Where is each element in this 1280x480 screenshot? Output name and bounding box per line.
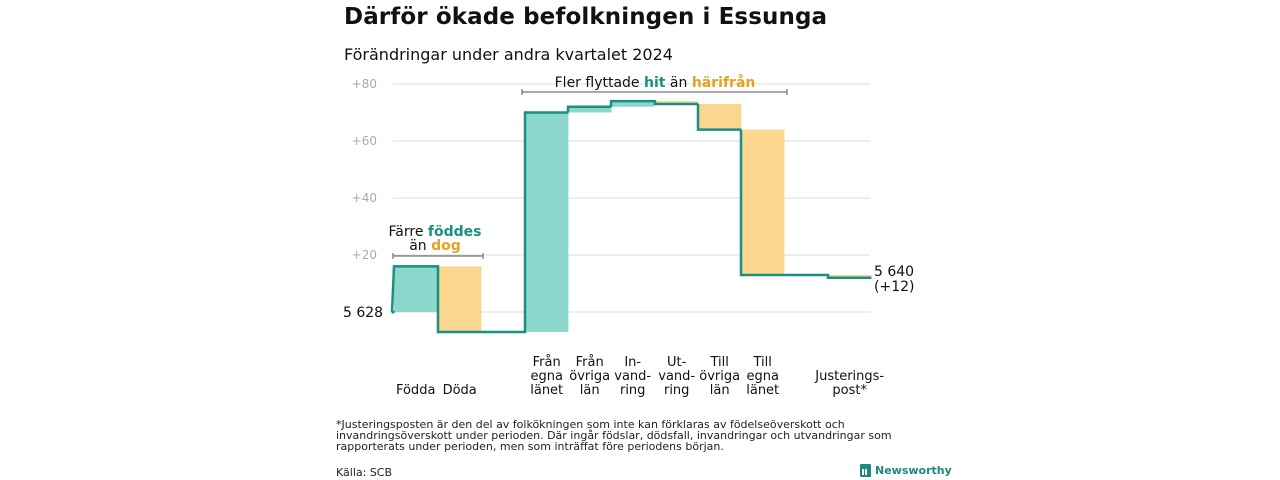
- bar-in-vand-ring: [611, 101, 655, 107]
- category-label: vand-: [614, 369, 651, 384]
- category-label: Till: [753, 355, 772, 370]
- bar-till-egna-länet: [741, 129, 785, 275]
- category-label: ring: [664, 383, 689, 398]
- category-label: egna: [530, 369, 562, 384]
- source-label: Källa: SCB: [336, 466, 393, 479]
- category-label: Till: [710, 355, 729, 370]
- bar-födda: [394, 266, 438, 312]
- category-label: Från: [533, 355, 561, 370]
- y-tick-label: +60: [352, 134, 377, 148]
- category-label: Justerings-: [814, 369, 884, 384]
- y-tick-label: +20: [352, 248, 377, 262]
- chart-subtitle: Förändringar under andra kvartalet 2024: [344, 45, 673, 64]
- category-label: län: [710, 383, 730, 398]
- category-label: län: [580, 383, 600, 398]
- bar-justerings-post-: [828, 274, 872, 278]
- end-change-label: (+12): [874, 279, 914, 295]
- category-label: övriga: [699, 369, 740, 384]
- left-annotation-line1: Färre föddes: [389, 224, 482, 240]
- footnote: *Justeringsposten är den del av folkökni…: [336, 418, 892, 453]
- end-value-label: 5 640: [874, 264, 914, 280]
- category-label: In-: [624, 355, 641, 370]
- start-point: [391, 310, 395, 314]
- brand-logo[interactable]: Newsworthy: [860, 464, 952, 477]
- bar-från-övriga-län: [568, 106, 612, 113]
- y-tick-label: +40: [352, 191, 377, 205]
- category-label: länet: [746, 383, 779, 398]
- cumulative-step-line: [390, 99, 872, 334]
- category-label: Födda: [396, 383, 435, 398]
- category-label: vand-: [658, 369, 695, 384]
- bar-till-övriga-län: [698, 103, 742, 130]
- category-label: post*: [832, 383, 867, 398]
- chart-title: Därför ökade befolkningen i Essunga: [344, 4, 828, 30]
- category-label: Från: [576, 355, 604, 370]
- category-label: ring: [620, 383, 645, 398]
- start-value-label: 5 628: [343, 305, 383, 321]
- bar-ut-vand-ring: [655, 101, 699, 104]
- brand-name: Newsworthy: [875, 464, 952, 477]
- y-tick-label: +80: [352, 77, 377, 91]
- category-label: egna: [746, 369, 778, 384]
- right-annotation: Fler flyttade hit än härifrån: [555, 74, 756, 91]
- left-annotation-line2: än dog: [409, 238, 461, 254]
- bar-från-egna-länet: [525, 112, 569, 332]
- category-label: länet: [530, 383, 563, 398]
- newsworthy-icon: [860, 464, 871, 477]
- waterfall-chart: +80 +60 +40 +20 5 628 5 640(+12) Födda Döda Från…: [343, 74, 914, 398]
- category-label: Döda: [443, 383, 477, 398]
- bar-döda: [438, 266, 482, 332]
- category-label: övriga: [569, 369, 610, 384]
- category-label: Ut-: [667, 355, 687, 370]
